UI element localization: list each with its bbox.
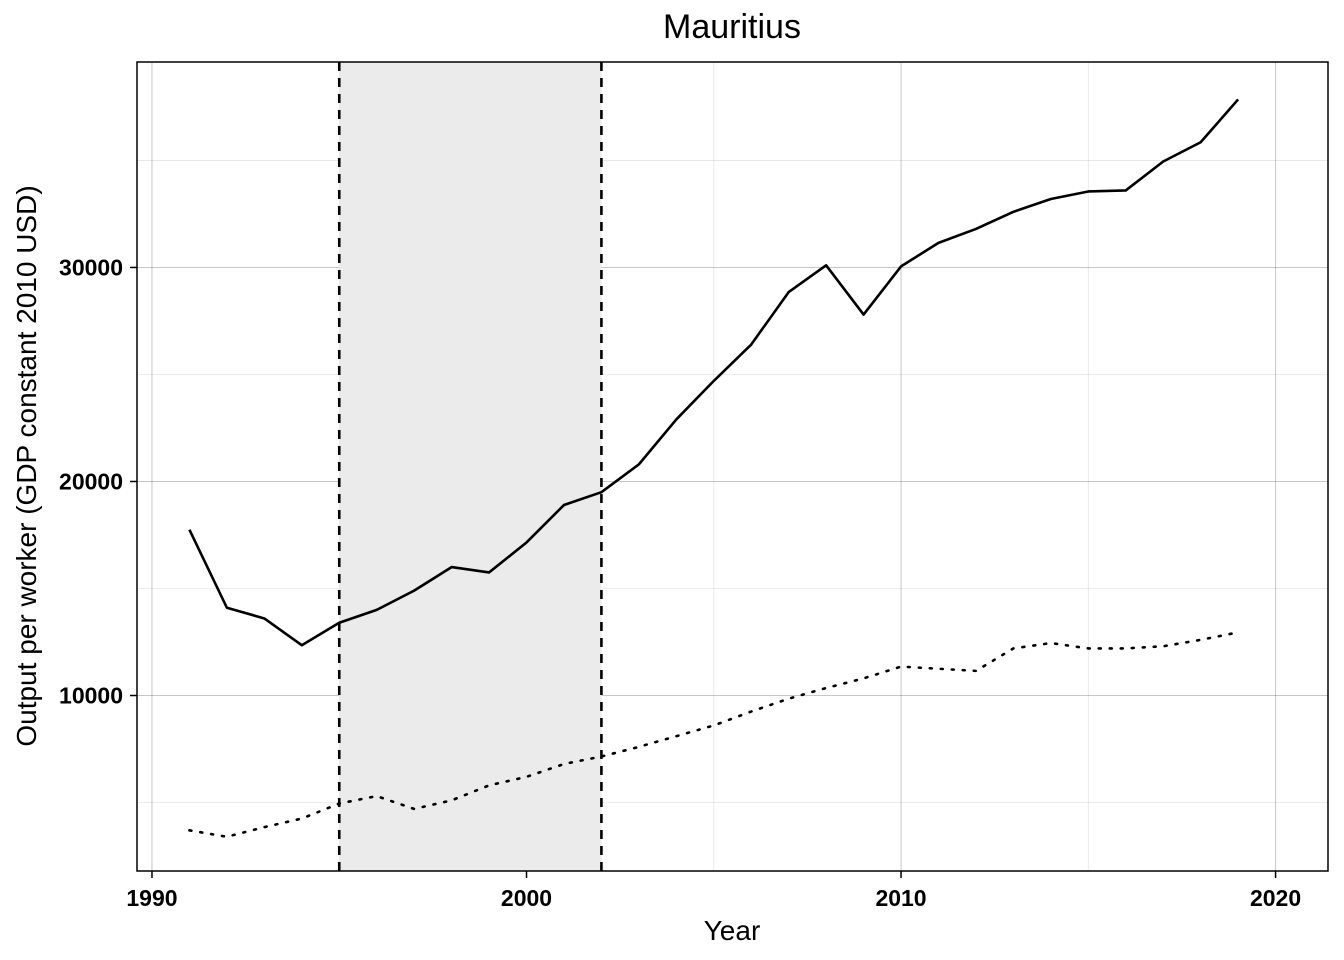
x-tick-label: 2000 — [501, 885, 552, 911]
minor-gridlines — [137, 62, 1328, 871]
y-tick-label: 10000 — [59, 683, 123, 709]
shaded-region — [339, 62, 602, 871]
chart-title: Mauritius — [663, 8, 801, 46]
plot-border — [136, 61, 1329, 872]
y-tick-label: 20000 — [59, 468, 123, 494]
x-axis-ticks: 1990 2000 2010 2020 — [126, 871, 1301, 911]
y-axis-title: Output per worker (GDP constant 2010 USD… — [11, 185, 42, 746]
x-tick-label: 2010 — [875, 885, 926, 911]
period-markers — [337, 62, 603, 871]
y-tick-label: 30000 — [59, 254, 123, 280]
data-series — [188, 98, 1240, 839]
y-axis-ticks: 10000 20000 30000 — [59, 254, 137, 709]
x-axis-title: Year — [704, 915, 761, 946]
x-tick-label: 1990 — [126, 885, 177, 911]
solid-series-line — [188, 98, 1240, 647]
shaded-period — [339, 62, 602, 871]
x-tick-label: 2020 — [1250, 885, 1301, 911]
